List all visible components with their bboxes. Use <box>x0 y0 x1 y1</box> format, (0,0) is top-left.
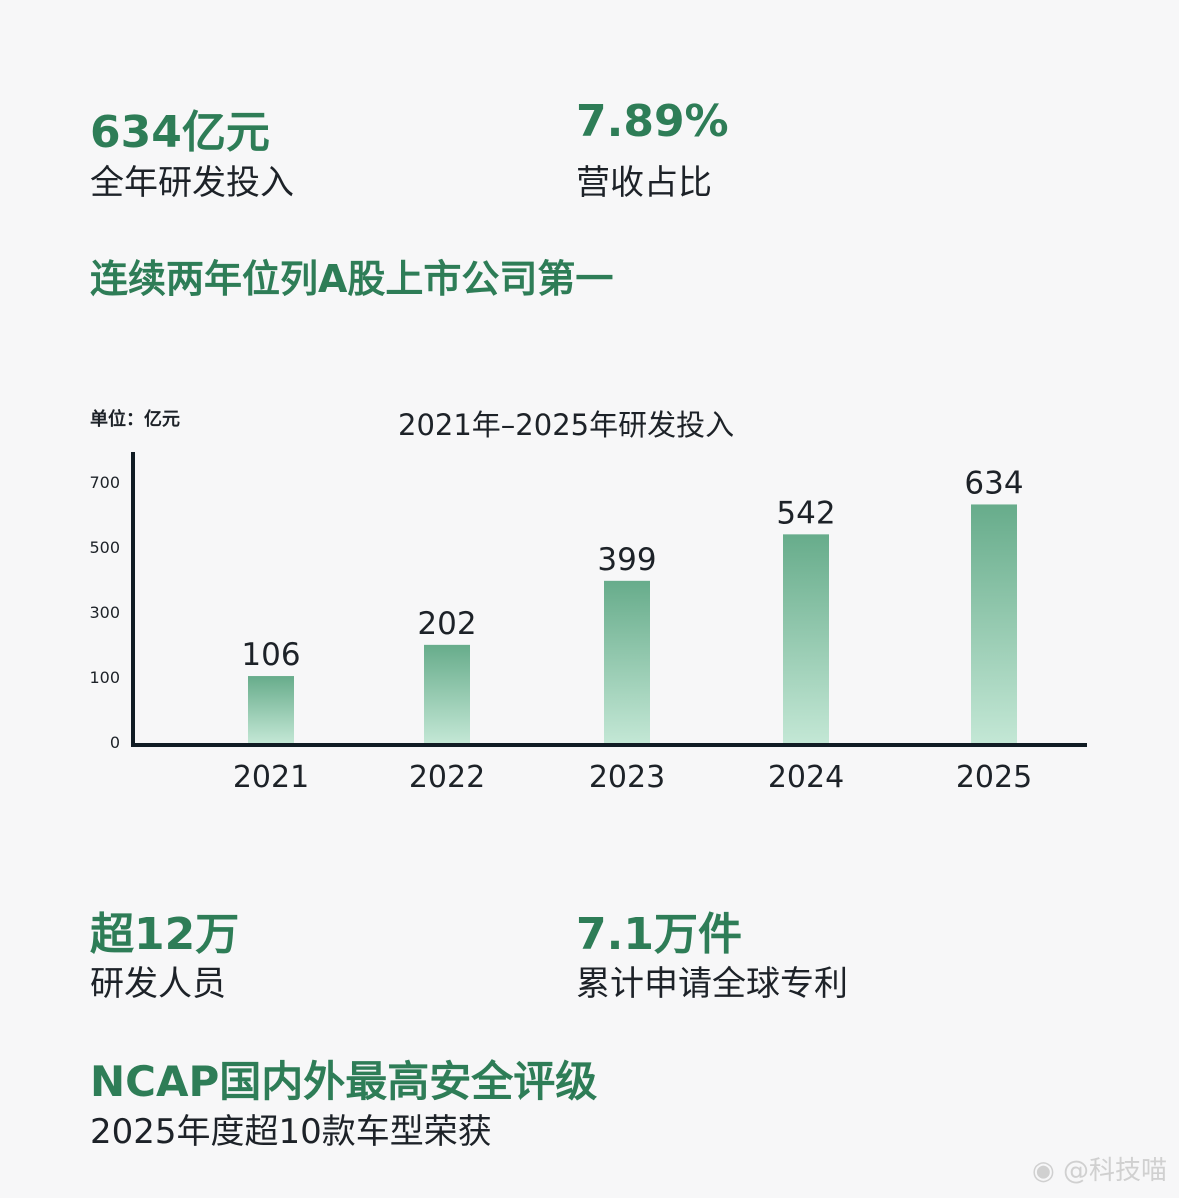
x-tick-label: 2021 <box>233 760 309 795</box>
bar-chart: 0 100 300 500 700 106 2021 202 2022 399 2023 542 202… <box>89 452 1087 795</box>
data-label: 106 <box>241 637 300 673</box>
data-label: 542 <box>776 495 835 531</box>
x-tick-label: 2025 <box>956 760 1032 795</box>
x-tick-label: 2023 <box>589 760 665 795</box>
bar-2024 <box>783 534 829 743</box>
headline-ranking: 连续两年位列A股上市公司第一 <box>90 257 614 301</box>
y-tick-label: 500 <box>89 538 120 557</box>
stat-patents-value: 7.1万件 <box>576 909 742 960</box>
stat-revenue-ratio-label: 营收占比 <box>576 163 712 203</box>
stat-patents-label: 累计申请全球专利 <box>576 964 848 1004</box>
headline-ncap: NCAP国内外最高安全评级 <box>90 1057 598 1106</box>
bar-2021 <box>248 676 294 743</box>
stat-rd-staff-label: 研发人员 <box>90 964 226 1004</box>
watermark: ◉ @科技喵 <box>1032 1156 1167 1186</box>
stat-rd-staff-value: 超12万 <box>90 909 240 960</box>
x-tick-label: 2024 <box>768 760 844 795</box>
data-label: 202 <box>417 606 476 642</box>
stat-revenue-ratio-value: 7.89% <box>576 96 729 147</box>
bar-2023 <box>604 580 650 743</box>
stat-rd-investment-value: 634亿元 <box>90 107 270 158</box>
data-label: 634 <box>964 465 1023 501</box>
chart-title: 2021年–2025年研发投入 <box>398 408 735 442</box>
stat-rd-investment-label: 全年研发投入 <box>90 163 294 203</box>
y-tick-label: 0 <box>110 733 120 752</box>
data-label: 399 <box>597 542 656 578</box>
y-tick-label: 100 <box>89 668 120 687</box>
weibo-icon: ◉ <box>1032 1156 1063 1186</box>
y-tick-label: 300 <box>89 603 120 622</box>
headline-ncap-sub: 2025年度超10款车型荣获 <box>90 1112 492 1152</box>
bar-2022 <box>424 644 470 743</box>
chart-unit-label: 单位：亿元 <box>90 409 180 430</box>
bar-2025 <box>971 504 1017 743</box>
x-tick-label: 2022 <box>409 760 485 795</box>
y-tick-label: 700 <box>89 473 120 492</box>
